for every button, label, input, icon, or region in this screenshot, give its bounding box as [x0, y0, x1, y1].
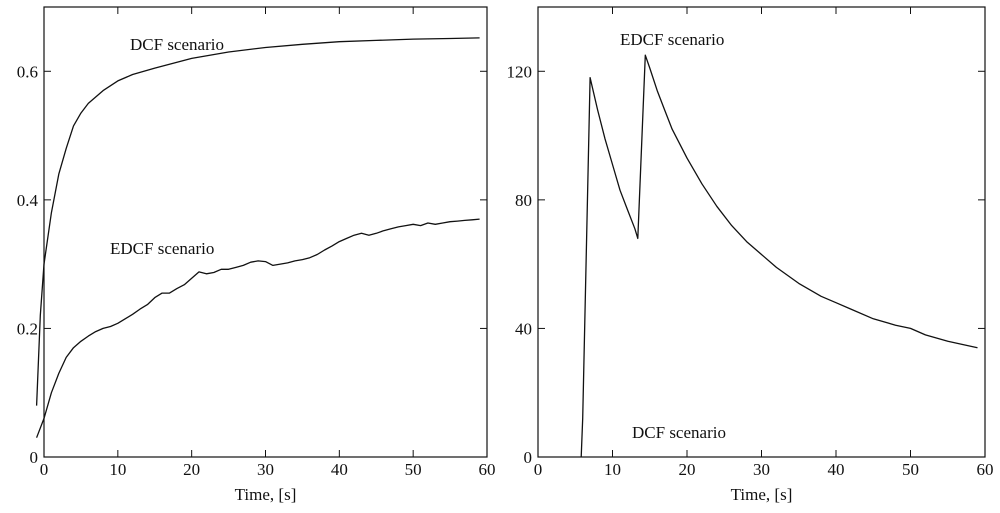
chart-1-xtick-label: 30 — [257, 460, 274, 479]
chart-1-xtick-label: 50 — [405, 460, 422, 479]
chart-1-series-line — [35, 37, 480, 406]
chart-2-annotation: EDCF scenario — [620, 30, 724, 49]
chart-1-xtick-label: 0 — [40, 460, 49, 479]
chart-2-ytick-label: 0 — [524, 448, 533, 467]
chart-2-xtick-label: 40 — [828, 460, 845, 479]
chart-2-ytick-label: 80 — [515, 191, 532, 210]
chart-2-frame — [537, 6, 986, 458]
chart-2-xtick-label: 10 — [604, 460, 621, 479]
chart-2-ytick-label: 40 — [515, 319, 532, 338]
chart-1-x-axis-label: Time, [s] — [235, 485, 297, 504]
chart-2-xtick-label: 50 — [902, 460, 919, 479]
chart-2-x-axis-label: Time, [s] — [731, 485, 793, 504]
chart-1-annotation: DCF scenario — [130, 35, 224, 54]
chart-1-xtick-label: 60 — [479, 460, 496, 479]
chart-2-ytick-label: 120 — [507, 62, 533, 81]
chart-1-ytick-label: 0.2 — [17, 319, 38, 338]
chart-1-ytick-label: 0.6 — [17, 62, 38, 81]
chart-1-ytick-label: 0.4 — [17, 191, 39, 210]
chart-1-annotation: EDCF scenario — [110, 239, 214, 258]
chart-2-xtick-label: 20 — [679, 460, 696, 479]
chart-1-series-line — [35, 218, 480, 438]
chart-2-annotation: DCF scenario — [632, 423, 726, 442]
chart-1-xtick-label: 40 — [331, 460, 348, 479]
chart-1-ytick-label: 0 — [30, 448, 39, 467]
chart-1-frame — [43, 6, 488, 458]
chart-2-series-line — [580, 54, 978, 458]
chart-2-xtick-label: 0 — [534, 460, 543, 479]
chart-1-xtick-label: 10 — [109, 460, 126, 479]
chart-2-xtick-label: 60 — [977, 460, 994, 479]
chart-2-xtick-label: 30 — [753, 460, 770, 479]
chart-1-xtick-label: 20 — [183, 460, 200, 479]
